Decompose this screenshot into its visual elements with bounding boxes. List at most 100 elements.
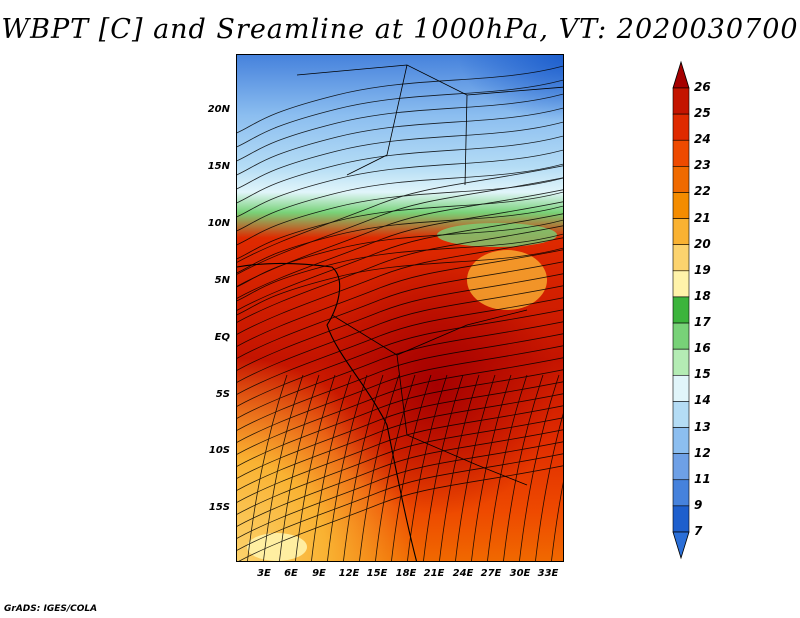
- streamline: [237, 165, 563, 263]
- lon-label-21e: 21E: [423, 568, 445, 579]
- streamline: [439, 374, 480, 561]
- colorbar-label: 12: [694, 445, 711, 460]
- lat-label-5s: 5S: [215, 389, 230, 400]
- lon-label-24e: 24E: [452, 568, 474, 579]
- streamline: [237, 369, 563, 467]
- map-panel: [236, 54, 564, 562]
- colorbar-label: 11: [694, 471, 711, 486]
- lat-label-15n: 15N: [207, 161, 230, 172]
- colorbar-label: 16: [694, 341, 711, 356]
- streamline: [237, 107, 563, 176]
- colorbar-label: 19: [694, 262, 711, 277]
- colorbar-top-arrow: [672, 60, 690, 89]
- colorbar: [672, 60, 690, 560]
- streamline: [237, 309, 563, 407]
- streamline: [551, 481, 563, 561]
- streamline: [237, 285, 563, 383]
- colorbar-label: 18: [694, 288, 711, 303]
- streamline: [237, 213, 563, 311]
- streamline: [237, 333, 563, 431]
- lon-label-27e: 27E: [480, 568, 502, 579]
- streamline: [237, 135, 563, 204]
- streamline: [391, 374, 432, 561]
- lon-label-9e: 9E: [312, 568, 326, 579]
- colorbar-label: 13: [694, 419, 711, 434]
- colorbar-swatch: [672, 479, 690, 507]
- colorbar-label: 15: [694, 367, 711, 382]
- streamline: [237, 321, 563, 419]
- streamline: [237, 177, 563, 275]
- lat-label-10n: 10N: [207, 218, 230, 229]
- lon-label-18e: 18E: [395, 568, 417, 579]
- colorbar-swatch: [672, 505, 690, 533]
- streamline: [237, 65, 563, 134]
- colorbar-swatch: [672, 87, 690, 115]
- streamline: [237, 441, 563, 539]
- lon-label-12e: 12E: [338, 568, 360, 579]
- colorbar-label: 20: [694, 236, 711, 251]
- streamline: [237, 417, 563, 515]
- streamline: [263, 374, 304, 561]
- lat-label-10s: 10S: [208, 445, 230, 456]
- colorbar-swatch: [672, 139, 690, 167]
- colorbar-label: 25: [694, 106, 711, 121]
- streamline: [237, 345, 563, 443]
- streamline: [237, 121, 563, 190]
- lon-label-30e: 30E: [509, 568, 531, 579]
- streamline: [237, 237, 563, 335]
- streamline: [407, 374, 448, 561]
- streamline: [237, 79, 563, 148]
- colorbar-swatch: [672, 427, 690, 454]
- streamline: [237, 205, 563, 274]
- colorbar-label: 23: [694, 158, 711, 173]
- streamline: [237, 233, 563, 302]
- colorbar-swatch: [672, 192, 690, 219]
- streamline: [237, 381, 563, 479]
- colorbar-label: 14: [694, 393, 711, 408]
- streamline: [237, 453, 563, 551]
- colorbar-swatch: [672, 244, 690, 272]
- streamline: [237, 93, 563, 162]
- lat-label-20n: 20N: [207, 104, 230, 115]
- streamline: [237, 189, 563, 287]
- colorbar-swatch: [672, 113, 690, 141]
- streamline: [343, 374, 384, 561]
- streamline: [311, 374, 352, 561]
- streamline: [503, 374, 544, 561]
- lat-label-eq: EQ: [214, 332, 230, 343]
- colorbar-label: 22: [694, 184, 711, 199]
- streamline: [487, 374, 528, 561]
- lon-label-15e: 15E: [366, 568, 388, 579]
- streamline: [423, 374, 464, 561]
- grads-credit: GrADS: IGES/COLA: [4, 604, 98, 614]
- colorbar-swatch: [672, 374, 690, 402]
- streamline: [295, 374, 336, 561]
- streamline: [237, 393, 563, 491]
- colorbar-label: 9: [694, 497, 703, 512]
- streamline: [471, 374, 512, 561]
- chart-title: WBPT [C] and Sreamline at 1000hPa, VT: 2…: [1, 14, 799, 45]
- colorbar-label: 21: [694, 210, 711, 225]
- colorbar-swatch: [672, 166, 690, 193]
- streamline: [237, 405, 563, 503]
- streamline: [237, 357, 563, 455]
- lon-label-6e: 6E: [284, 568, 298, 579]
- lon-label-33e: 33E: [537, 568, 559, 579]
- streamline: [237, 297, 563, 395]
- lon-label-3e: 3E: [257, 568, 271, 579]
- streamline: [237, 191, 563, 260]
- streamline: [237, 201, 563, 299]
- streamline: [519, 374, 560, 561]
- lat-label-15s: 15S: [208, 502, 230, 513]
- streamline: [535, 412, 563, 561]
- colorbar-label: 7: [694, 524, 703, 538]
- streamline: [237, 149, 563, 218]
- colorbar-swatch: [672, 348, 690, 376]
- colorbar-swatch: [672, 296, 690, 324]
- colorbar-label: 26: [694, 80, 711, 94]
- colorbar-label: 24: [694, 132, 711, 147]
- streamline: [237, 261, 563, 359]
- map-field: [237, 55, 563, 561]
- streamline: [237, 225, 563, 323]
- lat-label-5n: 5N: [214, 275, 230, 286]
